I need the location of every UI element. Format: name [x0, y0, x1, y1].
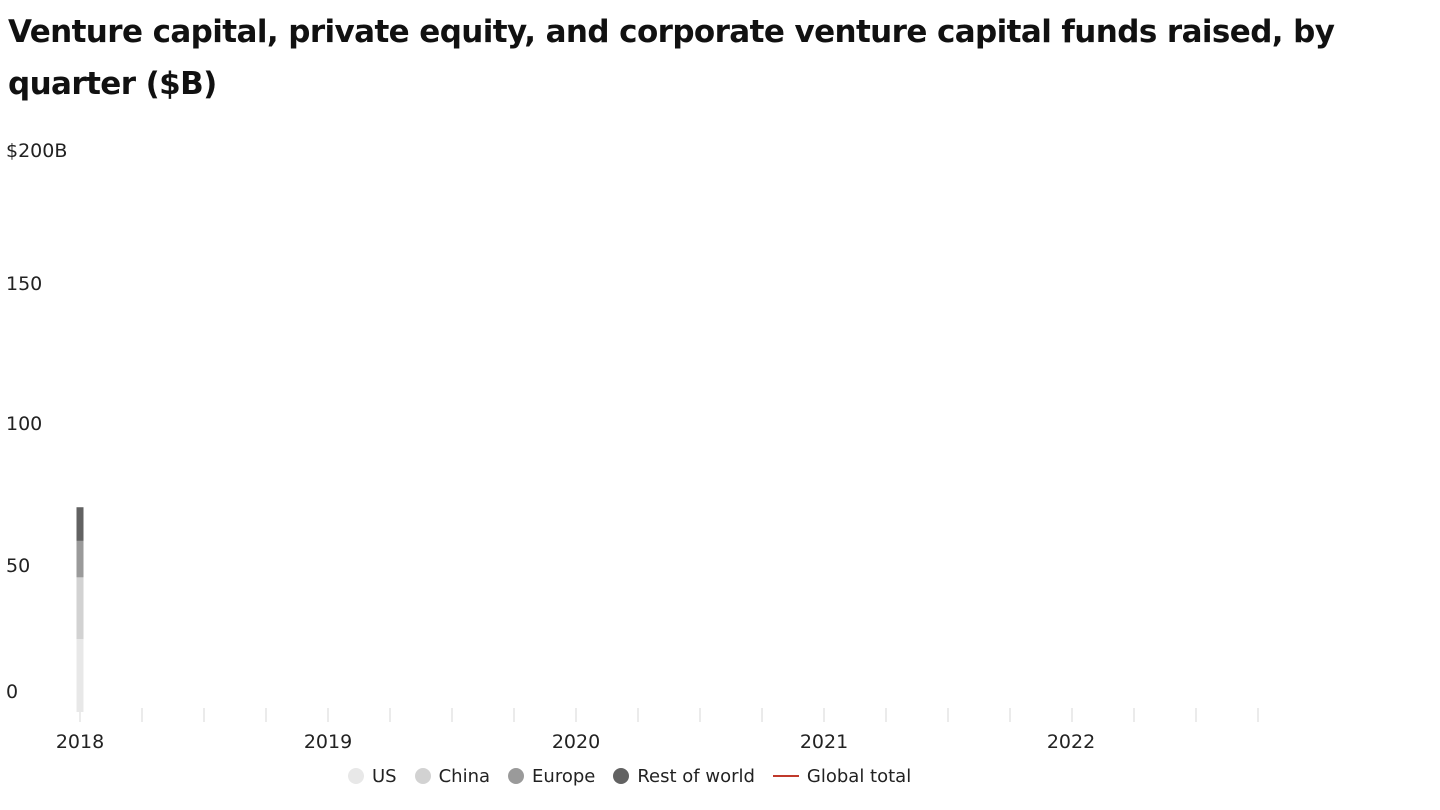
x-tick-label: 2022 — [1046, 731, 1096, 753]
legend-label: China — [438, 765, 491, 787]
bar-segment[interactable] — [76, 507, 84, 541]
legend-label: Europe — [532, 765, 596, 787]
x-tick-label: 2018 — [55, 731, 105, 753]
legend-label: Global total — [806, 765, 912, 787]
legend-label: US — [372, 765, 397, 787]
bar-segment[interactable] — [76, 639, 84, 712]
x-tick-label: 2020 — [551, 731, 601, 753]
legend-line-swatch — [772, 775, 799, 777]
legend-item-europe: Europe — [508, 766, 595, 787]
legend-swatch — [508, 768, 525, 784]
legend-label: Rest of world — [637, 765, 755, 787]
x-tick-label: 2019 — [303, 731, 353, 753]
chart-legend: US China Europe Rest of world Global tot… — [348, 764, 911, 788]
y-tick-label: 50 — [6, 555, 31, 577]
y-tick-label: 150 — [6, 273, 43, 295]
y-tick-label: 100 — [6, 413, 43, 435]
y-tick-label: $200B — [6, 140, 68, 162]
x-tick-label: 2021 — [799, 731, 849, 753]
legend-item-us: US — [348, 766, 397, 787]
legend-item-china: China — [414, 765, 491, 787]
chart-title: Venture capital, private equity, and cor… — [8, 14, 1335, 102]
bar-segment[interactable] — [76, 540, 84, 578]
legend-item-rest-of-world: Rest of world — [613, 766, 755, 787]
legend-swatch — [348, 768, 364, 784]
y-tick-label: 0 — [6, 681, 19, 703]
bar-segment[interactable] — [76, 577, 84, 640]
legend-swatch — [414, 768, 431, 784]
legend-item-global-total: Global total — [772, 765, 912, 787]
legend-swatch — [613, 768, 630, 784]
